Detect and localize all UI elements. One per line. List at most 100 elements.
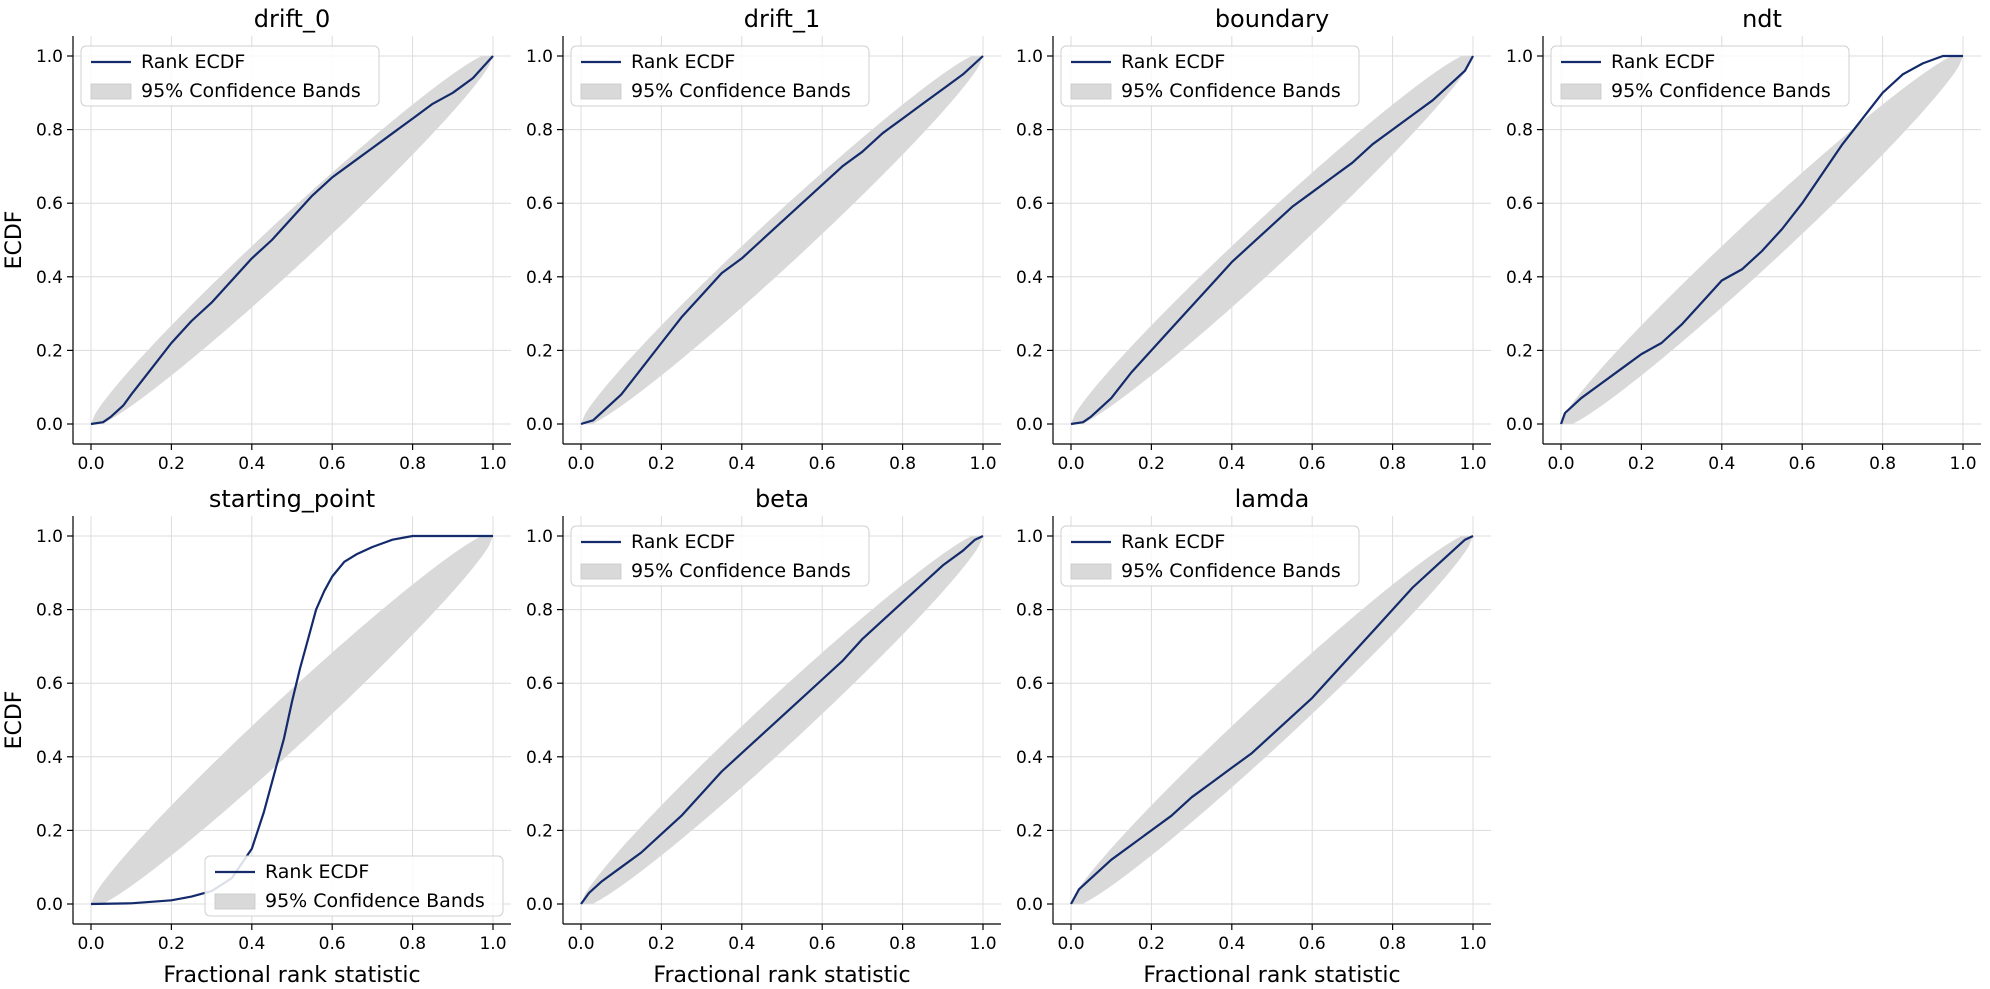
y-axis-label: ECDF <box>2 691 27 750</box>
y-tick-label: 0.2 <box>526 341 553 361</box>
legend-label-bands: 95% Confidence Bands <box>265 890 485 912</box>
ecdf-line <box>90 55 494 426</box>
x-tick-label: 0.4 <box>238 934 265 954</box>
x-tick-label: 0.8 <box>889 454 916 474</box>
x-tick-label: 0.2 <box>158 454 185 474</box>
x-tick-label: 1.0 <box>969 934 996 954</box>
y-tick-label: 0.0 <box>1506 415 1533 435</box>
y-tick-label: 0.8 <box>526 121 553 141</box>
legend-band-swatch <box>90 83 132 100</box>
y-tick-label: 0.2 <box>526 821 553 841</box>
legend-label-ecdf: Rank ECDF <box>631 531 735 553</box>
y-tick-label: 0.2 <box>1506 341 1533 361</box>
y-tick-label: 0.6 <box>1016 194 1043 214</box>
x-tick-label: 0.2 <box>648 454 675 474</box>
legend-box <box>1550 45 1850 107</box>
confidence-band <box>1561 56 1963 424</box>
legend-label-bands: 95% Confidence Bands <box>631 80 851 102</box>
legend: Rank ECDF 95% Confidence Bands <box>80 45 380 107</box>
y-tick-label: 0.4 <box>1016 268 1043 288</box>
y-tick-label: 0.0 <box>36 895 63 915</box>
y-tick-label: 0.2 <box>1016 341 1043 361</box>
x-tick-label: 0.4 <box>728 454 755 474</box>
x-tick-label: 0.0 <box>1057 934 1084 954</box>
y-tick-label: 0.2 <box>1016 821 1043 841</box>
y-tick-label: 1.0 <box>1016 47 1043 67</box>
x-tick-label: 0.8 <box>1379 934 1406 954</box>
subplot-title: beta <box>755 485 809 513</box>
y-tick-label: 0.6 <box>36 674 63 694</box>
legend: Rank ECDF 95% Confidence Bands <box>1060 45 1360 107</box>
legend-label-ecdf: Rank ECDF <box>1611 51 1715 73</box>
subplot-starting_point: 0.0 0.2 0.4 0.6 0.8 1.0 0.0 0.2 0.4 0.6 0.8 1.0 star… <box>2 485 511 988</box>
x-tick-label: 1.0 <box>479 454 506 474</box>
x-tick-label: 0.0 <box>77 454 104 474</box>
x-tick-label: 0.4 <box>238 454 265 474</box>
x-tick-label: 1.0 <box>1459 934 1486 954</box>
legend-label-ecdf: Rank ECDF <box>141 51 245 73</box>
y-axis-label: ECDF <box>2 211 27 270</box>
legend-box <box>1060 525 1360 587</box>
x-tick-label: 0.2 <box>1628 454 1655 474</box>
x-axis-label: Fractional rank statistic <box>1143 963 1400 988</box>
x-tick-label: 0.0 <box>567 454 594 474</box>
x-tick-label: 1.0 <box>1459 454 1486 474</box>
x-tick-label: 0.4 <box>1218 454 1245 474</box>
x-tick-label: 0.8 <box>1869 454 1896 474</box>
legend-label-bands: 95% Confidence Bands <box>1611 80 1831 102</box>
subplot-ndt: 0.0 0.2 0.4 0.6 0.8 1.0 0.0 0.2 0.4 0.6 0.8 1.0 ndt R… <box>1506 5 1981 474</box>
y-tick-label: 1.0 <box>526 47 553 67</box>
legend-band-swatch <box>580 83 622 100</box>
x-tick-label: 0.0 <box>1057 454 1084 474</box>
x-tick-label: 0.2 <box>158 934 185 954</box>
legend-band-swatch <box>214 893 256 910</box>
ecdf-line <box>1559 54 1963 425</box>
y-tick-label: 0.4 <box>526 268 553 288</box>
x-tick-label: 0.0 <box>77 934 104 954</box>
subplot-title: drift_0 <box>254 5 330 33</box>
y-tick-label: 0.6 <box>36 194 63 214</box>
legend-box <box>204 855 504 917</box>
y-tick-label: 0.4 <box>1016 748 1043 768</box>
ecdf-line <box>1070 55 1474 426</box>
y-tick-label: 0.8 <box>36 121 63 141</box>
ecdf-line <box>580 55 984 426</box>
y-tick-label: 0.8 <box>36 601 63 621</box>
subplot-title: starting_point <box>209 485 375 513</box>
y-tick-label: 0.2 <box>36 341 63 361</box>
x-tick-label: 0.0 <box>567 934 594 954</box>
legend-label-ecdf: Rank ECDF <box>265 861 369 883</box>
x-tick-label: 0.6 <box>809 934 836 954</box>
y-tick-label: 0.6 <box>1506 194 1533 214</box>
y-tick-label: 0.0 <box>526 415 553 435</box>
x-tick-label: 1.0 <box>969 454 996 474</box>
legend-band-swatch <box>1070 563 1112 580</box>
x-tick-label: 0.2 <box>1138 454 1165 474</box>
legend: Rank ECDF 95% Confidence Bands <box>570 45 870 107</box>
legend-label-bands: 95% Confidence Bands <box>1121 560 1341 582</box>
x-tick-label: 1.0 <box>1949 454 1976 474</box>
x-axis-label: Fractional rank statistic <box>653 963 910 988</box>
y-tick-label: 0.4 <box>526 748 553 768</box>
ecdf-line <box>580 535 984 905</box>
x-tick-label: 0.4 <box>1708 454 1735 474</box>
legend-label-bands: 95% Confidence Bands <box>141 80 361 102</box>
subplot-drift_1: 0.0 0.2 0.4 0.6 0.8 1.0 0.0 0.2 0.4 0.6 0.8 1.0 drif… <box>526 5 1001 474</box>
x-tick-label: 0.8 <box>399 934 426 954</box>
legend: Rank ECDF 95% Confidence Bands <box>1060 525 1360 587</box>
x-tick-label: 0.2 <box>648 934 675 954</box>
y-tick-label: 0.4 <box>36 268 63 288</box>
y-tick-label: 0.8 <box>1016 121 1043 141</box>
legend-label-ecdf: Rank ECDF <box>1121 531 1225 553</box>
confidence-band <box>581 536 983 904</box>
x-tick-label: 0.8 <box>399 454 426 474</box>
y-tick-label: 1.0 <box>1016 527 1043 547</box>
y-tick-label: 0.6 <box>526 674 553 694</box>
subplot-title: drift_1 <box>744 5 820 33</box>
legend-label-ecdf: Rank ECDF <box>1121 51 1225 73</box>
y-tick-label: 0.4 <box>1506 268 1533 288</box>
subplot-beta: 0.0 0.2 0.4 0.6 0.8 1.0 0.0 0.2 0.4 0.6 0.8 1.0 beta… <box>526 485 1001 988</box>
x-axis-label: Fractional rank statistic <box>163 963 420 988</box>
legend-box <box>570 45 870 107</box>
